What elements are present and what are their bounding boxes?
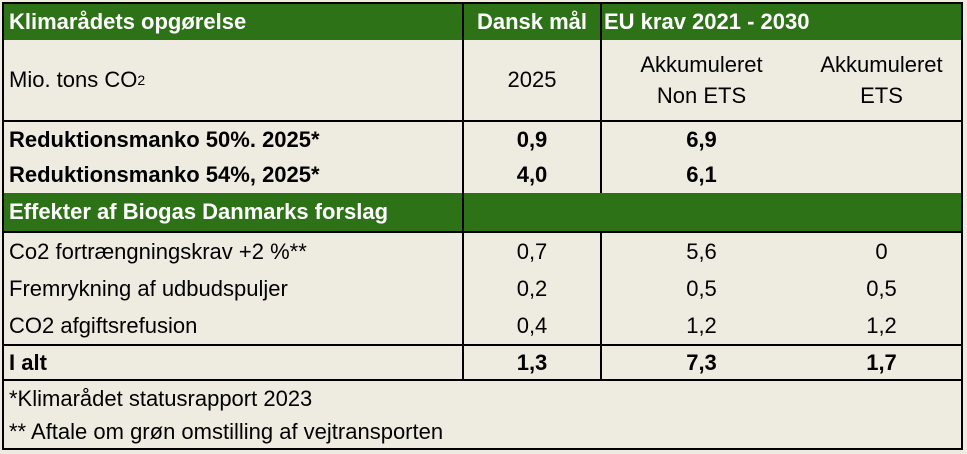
column-divider <box>600 4 602 193</box>
header-eu-krav: EU krav 2021 - 2030 <box>601 4 961 40</box>
table-row: CO2 afgiftsrefusion 0,4 1,2 1,2 <box>4 307 961 344</box>
row-dansk-value: 0,7 <box>516 238 548 264</box>
row-dansk-value: 0,4 <box>516 312 548 338</box>
units-label-subscript: 2 <box>137 72 146 88</box>
total-row: I alt 1,3 7,3 1,7 <box>4 346 961 379</box>
row-ets-value <box>802 122 961 157</box>
units-row: Mio. tons CO 2 2025 Akkumuleret Non ETS A… <box>4 40 961 120</box>
footnote: ** Aftale om grøn omstilling af vejtrans… <box>9 419 444 444</box>
column-divider <box>600 231 602 379</box>
table-row: Co2 fortrængningskrav +2 %** 0,7 5,6 0 <box>4 233 961 270</box>
footnote-row: ** Aftale om grøn omstilling af vejtrans… <box>4 416 961 448</box>
row-ets-value: 0,5 <box>866 275 897 301</box>
row-ets-value: 1,2 <box>866 312 897 338</box>
footnote: *Klimarådet statusrapport 2023 <box>9 385 313 411</box>
units-label: Mio. tons CO 2 <box>4 40 463 120</box>
table-row: Reduktionsmanko 50%. 2025* 0,9 6,9 <box>4 122 961 157</box>
divider-line <box>4 344 961 346</box>
units-ets-line1: Akkumuleret <box>820 52 943 77</box>
section-title: Effekter af Biogas Danmarks forslag <box>4 193 961 231</box>
row-label: Fremrykning af udbudspuljer <box>9 275 288 301</box>
divider-line <box>4 231 961 233</box>
total-non-ets-value: 7,3 <box>686 349 717 375</box>
row-label: CO2 afgiftsrefusion <box>9 312 198 338</box>
table-row: Reduktionsmanko 54%, 2025* 4,0 6,1 <box>4 157 961 193</box>
units-year: 2025 <box>507 67 557 92</box>
header-dansk-maal: Dansk mål <box>463 4 601 40</box>
header-klimaraadets-opgoerelse: Klimarådets opgørelse <box>4 4 463 40</box>
row-label: Reduktionsmanko 50%. 2025* <box>9 126 320 152</box>
row-dansk-value: 0,9 <box>516 126 548 152</box>
column-divider <box>462 4 464 379</box>
row-ets-value <box>802 157 961 193</box>
total-label: I alt <box>9 349 47 375</box>
row-dansk-value: 4,0 <box>516 162 548 187</box>
units-ets-line2: ETS <box>860 83 903 108</box>
section-header-row: Effekter af Biogas Danmarks forslag <box>4 193 961 231</box>
units-non-ets-line1: Akkumuleret <box>640 52 763 77</box>
total-ets-value: 1,7 <box>866 349 897 375</box>
units-non-ets: Akkumuleret Non ETS <box>601 40 802 120</box>
units-non-ets-line2: Non ETS <box>656 83 747 108</box>
row-non-ets-value: 5,6 <box>686 238 717 264</box>
table-header-row: Klimarådets opgørelse Dansk mål EU krav … <box>4 4 961 40</box>
units-label-main: Mio. tons CO <box>9 67 138 92</box>
row-dansk-value: 0,2 <box>516 275 548 301</box>
row-ets-value: 0 <box>875 238 888 264</box>
row-non-ets-value: 6,1 <box>686 162 717 187</box>
row-non-ets-value: 0,5 <box>686 275 717 301</box>
row-label: Co2 fortrængningskrav +2 %** <box>9 238 307 264</box>
row-non-ets-value: 1,2 <box>686 312 717 338</box>
divider-line <box>4 120 961 122</box>
total-dansk-value: 1,3 <box>516 349 548 375</box>
units-ets: Akkumuleret ETS <box>802 40 961 120</box>
divider-line <box>4 379 961 381</box>
row-label: Reduktionsmanko 54%, 2025* <box>9 162 320 187</box>
footnote-row: *Klimarådet statusrapport 2023 <box>4 381 961 416</box>
row-non-ets-value: 6,9 <box>686 126 717 152</box>
table-row: Fremrykning af udbudspuljer 0,2 0,5 0,5 <box>4 270 961 307</box>
